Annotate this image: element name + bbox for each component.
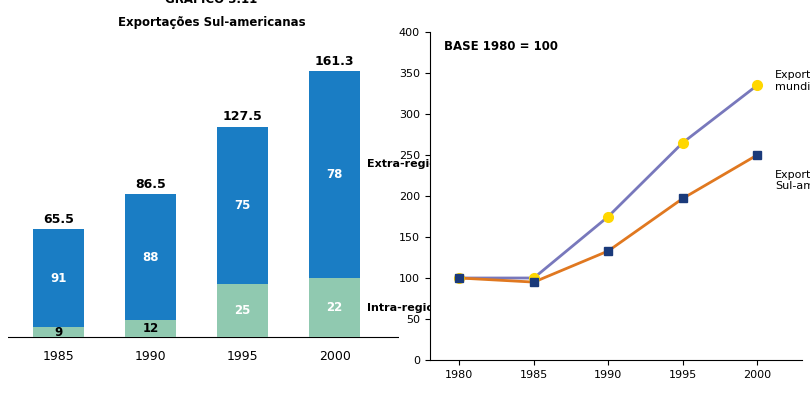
Text: 86.5: 86.5 (135, 178, 166, 191)
Text: BASE 1980 = 100: BASE 1980 = 100 (445, 40, 558, 53)
Text: Extra-regional: Extra-regional (367, 159, 456, 169)
Text: 91: 91 (50, 272, 67, 284)
Bar (309, 71, 360, 278)
Text: 12: 12 (143, 322, 159, 335)
Text: 25: 25 (234, 304, 251, 317)
Text: Exportações Sul-americanas: Exportações Sul-americanas (117, 16, 305, 29)
Text: 75: 75 (234, 199, 251, 212)
Text: 1985: 1985 (43, 350, 75, 363)
Text: Exportações
Sul-american: Exportações Sul-american (775, 170, 810, 191)
Bar (217, 284, 268, 337)
Text: 22: 22 (326, 301, 343, 314)
Text: 161.3: 161.3 (315, 55, 355, 68)
Text: Intra-regional: Intra-regional (367, 303, 454, 313)
Text: 1995: 1995 (227, 350, 258, 363)
Bar (217, 127, 268, 284)
Text: 78: 78 (326, 168, 343, 181)
Bar (33, 229, 84, 327)
Bar (126, 320, 176, 337)
Text: 9: 9 (54, 326, 63, 338)
Bar (126, 194, 176, 320)
Text: 88: 88 (143, 250, 159, 264)
Bar (309, 278, 360, 337)
Text: 65.5: 65.5 (43, 213, 75, 226)
Text: 2000: 2000 (318, 350, 351, 363)
Text: 1990: 1990 (135, 350, 167, 363)
Bar (33, 327, 84, 337)
Text: Exportações
mundiais: Exportações mundiais (775, 70, 810, 92)
Text: GRÁFICO 3.11: GRÁFICO 3.11 (165, 0, 258, 6)
Text: 127.5: 127.5 (223, 110, 262, 124)
